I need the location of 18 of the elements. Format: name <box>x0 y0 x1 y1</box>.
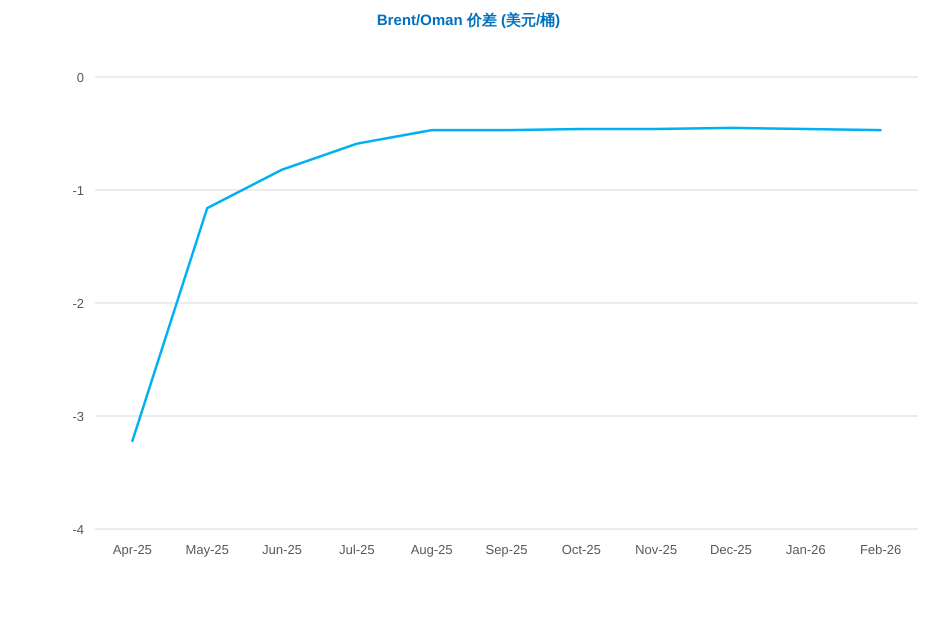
x-tick-label: Jan-26 <box>786 542 826 557</box>
line-series <box>131 126 882 442</box>
chart-title: Brent/Oman 价差 (美元/桶) <box>376 11 560 29</box>
x-tick-label: May-25 <box>186 542 229 557</box>
x-tick-label: Aug-25 <box>410 542 453 557</box>
x-tick-label: Feb-26 <box>860 542 902 557</box>
y-tick-label: -2 <box>72 296 84 311</box>
x-tick-label: Dec-25 <box>710 542 752 557</box>
x-tick-label: Nov-25 <box>635 542 678 557</box>
y-tick-label: -3 <box>72 409 84 424</box>
x-tick-label: Jun-25 <box>262 542 302 557</box>
y-tick-label: -1 <box>72 183 84 198</box>
x-tick-label: Oct-25 <box>562 542 601 557</box>
y-tick-label: -4 <box>72 522 84 537</box>
x-tick-label: Apr-25 <box>112 542 152 557</box>
x-tick-label: Sep-25 <box>486 542 528 557</box>
y-tick-label: 0 <box>76 70 84 85</box>
x-tick-label: Jul-25 <box>339 542 375 557</box>
